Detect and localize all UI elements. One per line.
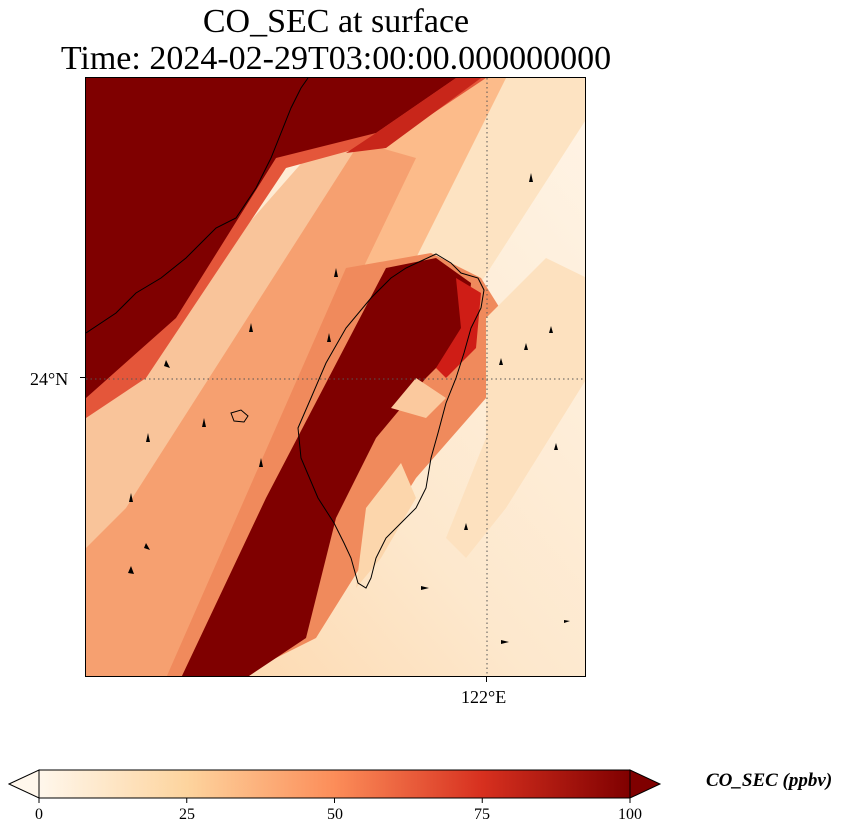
plume-light-patch-east	[391, 378, 446, 418]
plume-red-edge	[436, 278, 481, 378]
coastline-mainland	[86, 78, 309, 334]
plume-light-patch-south	[356, 463, 416, 588]
band-salmon	[86, 148, 356, 548]
coastline-taiwan	[297, 253, 485, 589]
lon-tick-mark	[486, 677, 487, 682]
lat-tick-mark	[80, 377, 85, 378]
colorbar-tick-label: 25	[179, 806, 195, 823]
colorbar-graphic	[7, 769, 662, 803]
coastline-island-penghu	[230, 409, 249, 423]
map-plot	[86, 78, 585, 676]
colorbar-extend-min	[7, 769, 40, 799]
lon-tick-label: 122°E	[461, 687, 507, 707]
map-panel	[85, 77, 586, 677]
band-max-northwest	[86, 78, 456, 398]
band-orange-west	[86, 138, 416, 676]
plume-max-taiwan	[181, 258, 471, 676]
lat-tick-label: 24°N	[30, 369, 69, 389]
colorbar-body	[38, 769, 631, 799]
colorbar	[7, 769, 663, 803]
map-time-subtitle: Time: 2024-02-29T03:00:00.000000000	[60, 40, 612, 77]
colorbar-tick-label: 100	[618, 806, 642, 823]
wind-arrows	[128, 173, 570, 644]
colorbar-extend-max	[629, 769, 662, 799]
colorbar-tick-label: 0	[35, 806, 43, 823]
band-red-edge	[346, 78, 481, 153]
colorbar-tick-label: 50	[327, 806, 343, 823]
colorbar-tick-label: 75	[474, 806, 490, 823]
colorbar-label: CO_SEC (ppbv)	[706, 770, 833, 791]
map-title: CO_SEC at surface	[202, 3, 470, 40]
